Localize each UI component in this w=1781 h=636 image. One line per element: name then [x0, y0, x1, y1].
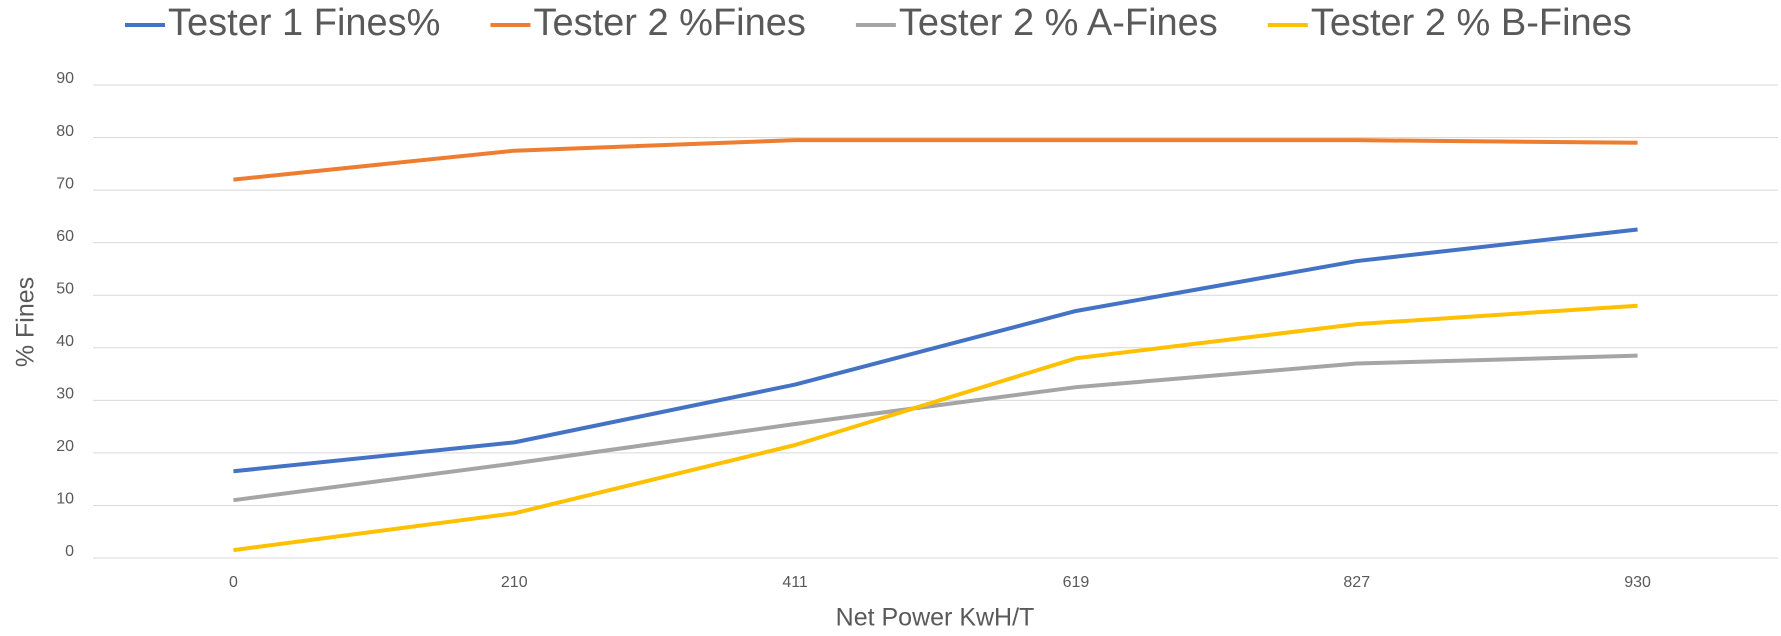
y-tick-label: 10 — [56, 491, 74, 508]
x-tick-label: 930 — [1624, 574, 1651, 591]
series-line — [233, 138, 1638, 182]
series-line — [233, 227, 1638, 474]
legend-label: Tester 1 Fines% — [168, 2, 440, 44]
y-tick-label: 70 — [56, 175, 74, 192]
y-tick-label: 20 — [56, 438, 74, 455]
series-line — [233, 303, 1638, 553]
x-tick-label: 411 — [782, 574, 808, 591]
x-tick-label: 619 — [1063, 574, 1090, 591]
x-tick-label: 0 — [229, 574, 238, 591]
legend-label: Tester 2 % A-Fines — [899, 2, 1218, 44]
y-tick-label: 30 — [56, 386, 74, 403]
legend-label: Tester 2 %Fines — [533, 2, 805, 44]
y-tick-label: 60 — [56, 228, 74, 245]
x-axis-title: Net Power KwH/T — [836, 604, 1035, 632]
y-tick-label: 80 — [56, 123, 74, 140]
legend-label: Tester 2 % B-Fines — [1311, 2, 1632, 44]
y-tick-label: 40 — [56, 333, 74, 350]
x-tick-label: 827 — [1343, 574, 1370, 591]
y-tick-label: 0 — [65, 543, 74, 560]
y-tick-label: 90 — [56, 70, 74, 87]
y-axis-title: % Fines — [12, 277, 40, 367]
y-tick-label: 50 — [56, 280, 74, 297]
x-tick-label: 210 — [501, 574, 528, 591]
series-line — [233, 353, 1638, 503]
